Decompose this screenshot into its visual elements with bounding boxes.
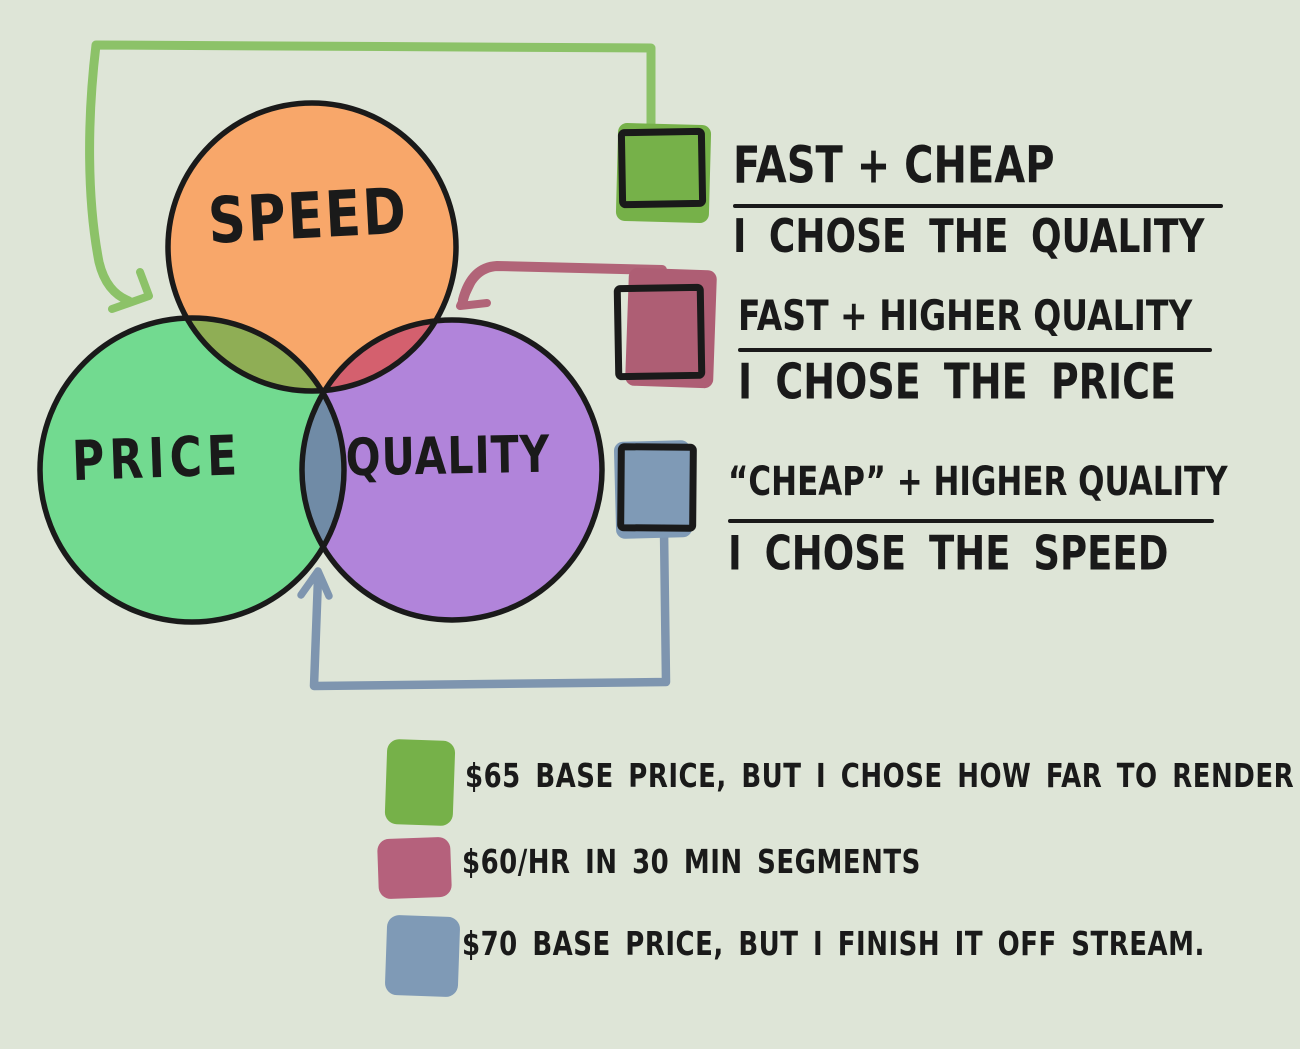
maroon-arrow (456, 261, 667, 310)
green-arrow (85, 40, 656, 313)
fraction-line (733, 204, 1223, 208)
legend-swatch-fast-cheap (615, 123, 712, 223)
legend-item-fast-higher-quality: FAST + HIGHER QUALITY I CHOSE THE PRICE (738, 290, 1214, 426)
legend-bottom-label: I CHOSE THE SPEED (728, 525, 1169, 582)
slate-arrow (297, 525, 671, 691)
legend-top-label: FAST + CHEAP (733, 136, 1055, 196)
price-circle-label: PRICE (71, 424, 243, 494)
legend-top-label: FAST + HIGHER QUALITY (738, 290, 1193, 341)
pricing-note-slate: $70 BASE PRICE, BUT I FINISH IT OFF STRE… (462, 925, 1205, 965)
legend-swatch-fast-higher-quality (613, 267, 717, 389)
note-swatch-green (384, 739, 456, 826)
speed-circle (168, 103, 456, 391)
pricing-note-maroon: $60/HR IN 30 MIN SEGMENTS (462, 843, 921, 883)
speed-circle-label: SPEED (206, 175, 410, 259)
note-swatch-slate (385, 915, 460, 997)
pricing-note-green: $65 BASE PRICE, BUT I CHOSE HOW FAR TO R… (465, 757, 1295, 797)
legend-bottom-label: I CHOSE THE PRICE (738, 353, 1176, 411)
venn-circle-outlines (37, 100, 605, 625)
legend-top-label: “CHEAP” + HIGHER QUALITY (728, 458, 1228, 506)
venn-circle-fills (40, 103, 602, 622)
fraction-line (738, 348, 1212, 352)
legend-swatch-cheap-higher-quality (613, 440, 697, 539)
note-swatch-maroon (377, 837, 452, 899)
quality-circle-label: QUALITY (345, 424, 551, 488)
price-circle (40, 318, 344, 622)
legend-item-fast-cheap: FAST + CHEAP I CHOSE THE QUALITY (733, 136, 1223, 273)
fraction-line (728, 519, 1214, 523)
legend-bottom-label: I CHOSE THE QUALITY (733, 211, 1205, 264)
legend-item-cheap-higher-quality: “CHEAP” + HIGHER QUALITY I CHOSE THE SPE… (728, 459, 1228, 594)
quality-circle (302, 320, 602, 620)
